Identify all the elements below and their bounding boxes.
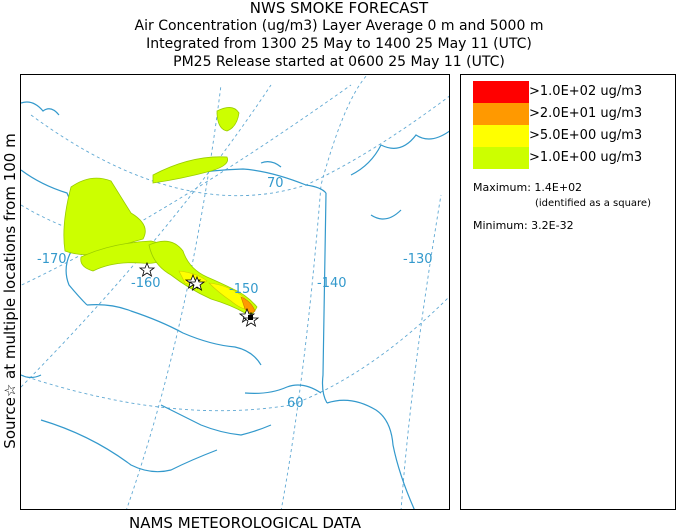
legend-swatch-3 — [473, 125, 529, 147]
smoke-patch-west — [63, 177, 146, 255]
legend-label-4: >1.0E+00 ug/m3 — [529, 150, 643, 165]
legend-item-4: >1.0E+00 ug/m3 — [473, 147, 673, 169]
coast-gulf — [244, 384, 322, 394]
legend-label-3: >5.0E+00 ug/m3 — [529, 128, 643, 143]
label-lon-150: -150 — [229, 282, 259, 297]
graticule-lat-60 — [21, 296, 449, 412]
meteorological-data-label: NAMS METEOROLOGICAL DATA — [129, 514, 361, 532]
coast-kenai — [160, 404, 272, 436]
legend-swatch-4 — [473, 147, 529, 169]
graticule-lines — [21, 75, 449, 509]
graticule-labels: 70 60 -170 -160 -150 -140 -130 — [37, 176, 433, 411]
chart-title: NWS SMOKE FORECAST — [249, 0, 429, 17]
legend-panel: >1.0E+02 ug/m3 >2.0E+01 ug/m3 >5.0E+00 u… — [460, 74, 676, 510]
graticule-lon-170 — [21, 84, 352, 286]
label-lon-160: -160 — [131, 276, 161, 291]
minimum-value: Minimum: 3.2E-32 — [473, 219, 574, 232]
coast-northwest — [21, 101, 60, 116]
map-panel: 70 60 -170 -160 -150 -140 -130 — [20, 74, 450, 510]
graticule-lon-160 — [21, 84, 272, 388]
subtitle-concentration: Air Concentration (ug/m3) Layer Average … — [134, 18, 544, 34]
graticule-lon-130 — [400, 194, 442, 509]
label-lon-130: -130 — [403, 252, 433, 267]
legend-item-1: >1.0E+02 ug/m3 — [473, 81, 673, 103]
coast-south-peninsula — [86, 304, 262, 366]
map-svg: 70 60 -170 -160 -150 -140 -130 — [21, 75, 449, 509]
label-lat-70: 70 — [267, 176, 284, 191]
legend-label-1: >1.0E+02 ug/m3 — [529, 84, 643, 99]
label-lon-140: -140 — [317, 276, 347, 291]
subtitle-integration: Integrated from 1300 25 May to 1400 25 M… — [146, 36, 532, 52]
legend-swatch-2 — [473, 103, 529, 125]
graticule-lat-70 — [30, 95, 449, 197]
legend-item-3: >5.0E+00 ug/m3 — [473, 125, 673, 147]
smoke-patch-north — [216, 107, 240, 132]
graticule-lon-140 — [280, 75, 368, 509]
maximum-note: (identified as a square) — [535, 198, 651, 209]
smoke-patch-arctic — [152, 156, 229, 184]
label-lon-170: -170 — [37, 252, 67, 267]
maximum-square-marker — [248, 315, 253, 320]
coast-aleutian — [40, 419, 218, 473]
coast-southeast — [326, 399, 415, 509]
coast-canada-arctic — [350, 130, 449, 176]
coast-island-2 — [260, 161, 282, 168]
graticule-lon-150 — [126, 84, 222, 509]
legend-item-2: >2.0E+01 ug/m3 — [473, 103, 673, 125]
label-lat-60: 60 — [287, 396, 304, 411]
coast-island-1 — [21, 374, 42, 379]
border-ak-canada — [321, 192, 328, 404]
source-side-label: Source☆ at multiple locations from 100 m — [1, 133, 19, 449]
maximum-value: Maximum: 1.4E+02 — [473, 181, 583, 194]
coast-canada-bay — [370, 209, 402, 220]
coast-arctic — [182, 168, 327, 194]
subtitle-release: PM25 Release started at 0600 25 May 11 (… — [173, 54, 505, 70]
legend-swatch-1 — [473, 81, 529, 103]
source-star-3 — [188, 275, 206, 291]
legend-label-2: >2.0E+01 ug/m3 — [529, 106, 643, 121]
source-star-1 — [138, 261, 156, 277]
